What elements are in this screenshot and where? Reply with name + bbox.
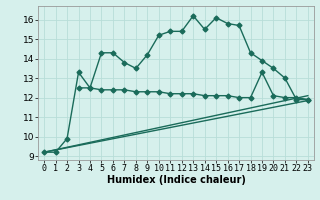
X-axis label: Humidex (Indice chaleur): Humidex (Indice chaleur) xyxy=(107,175,245,185)
